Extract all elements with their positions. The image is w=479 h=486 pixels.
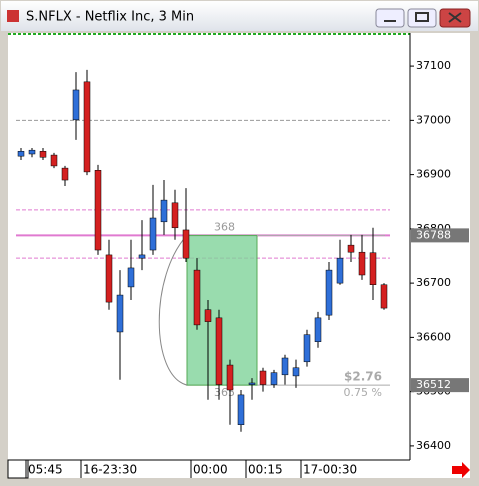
candle-body [28,149,36,155]
price-tag [411,228,469,243]
candle-body [237,394,245,425]
candle-body [336,257,344,284]
candle-body [259,370,267,385]
candle-body [72,89,80,121]
measure-arc [158,235,188,386]
candle-body [281,357,289,376]
candle-body [160,199,168,223]
candle-body [83,81,91,173]
candle-body [204,309,212,322]
x-tick-label: 17-00:30 [303,463,357,477]
y-tick-label: 36400 [416,439,451,452]
window-button-icons [384,12,462,23]
window-title: S.NFLX - Netflix Inc, 3 Min [26,10,194,25]
candle-body [171,202,179,229]
candle-body [314,317,322,342]
candle-body [270,372,278,385]
app-icon [7,10,19,22]
candle-body [138,254,146,259]
x-tick-label: 00:15 [248,463,283,477]
price-tag-label: 36788 [416,228,451,241]
x-tick-label: 16-23:30 [83,463,137,477]
price-tag-label: 36512 [416,378,451,391]
corner-box[interactable] [7,459,29,479]
candle-body [215,317,223,385]
candle-body [61,167,69,181]
candle-body [347,244,355,253]
maximize-button[interactable] [407,8,437,28]
candle-body [325,269,333,316]
candle-body [182,229,190,259]
y-tick-label: 36600 [416,330,451,343]
measure-start: 368 [214,220,235,233]
measure-change: $2.76 [344,370,382,384]
candle-body [292,367,300,377]
candle-body [380,284,388,309]
candle-body [303,334,311,363]
y-tick-label: 36700 [416,276,451,289]
measure-percent: 0.75 % [344,386,382,399]
candle-body [94,170,102,251]
candle-body [116,294,124,333]
scroll-arrow[interactable] [452,462,470,478]
candle-body [39,151,47,158]
candle-body [369,252,377,286]
candle-body [105,254,113,303]
minimize-button[interactable] [375,8,405,28]
candle-body [193,269,201,326]
y-tick-label: 36900 [416,168,451,181]
candle-body [149,217,157,251]
y-tick-label: 37000 [416,113,451,126]
candle-body [50,154,58,167]
candle-body [17,151,25,157]
candle-body [248,382,256,385]
y-tick-label: 37100 [416,59,451,72]
price-tag [411,378,469,393]
x-tick-label: 00:00 [193,463,228,477]
candle-body [226,364,234,391]
candle-body [358,251,366,276]
x-tick-label: 05:45 [28,463,63,477]
candle-body [127,267,135,288]
